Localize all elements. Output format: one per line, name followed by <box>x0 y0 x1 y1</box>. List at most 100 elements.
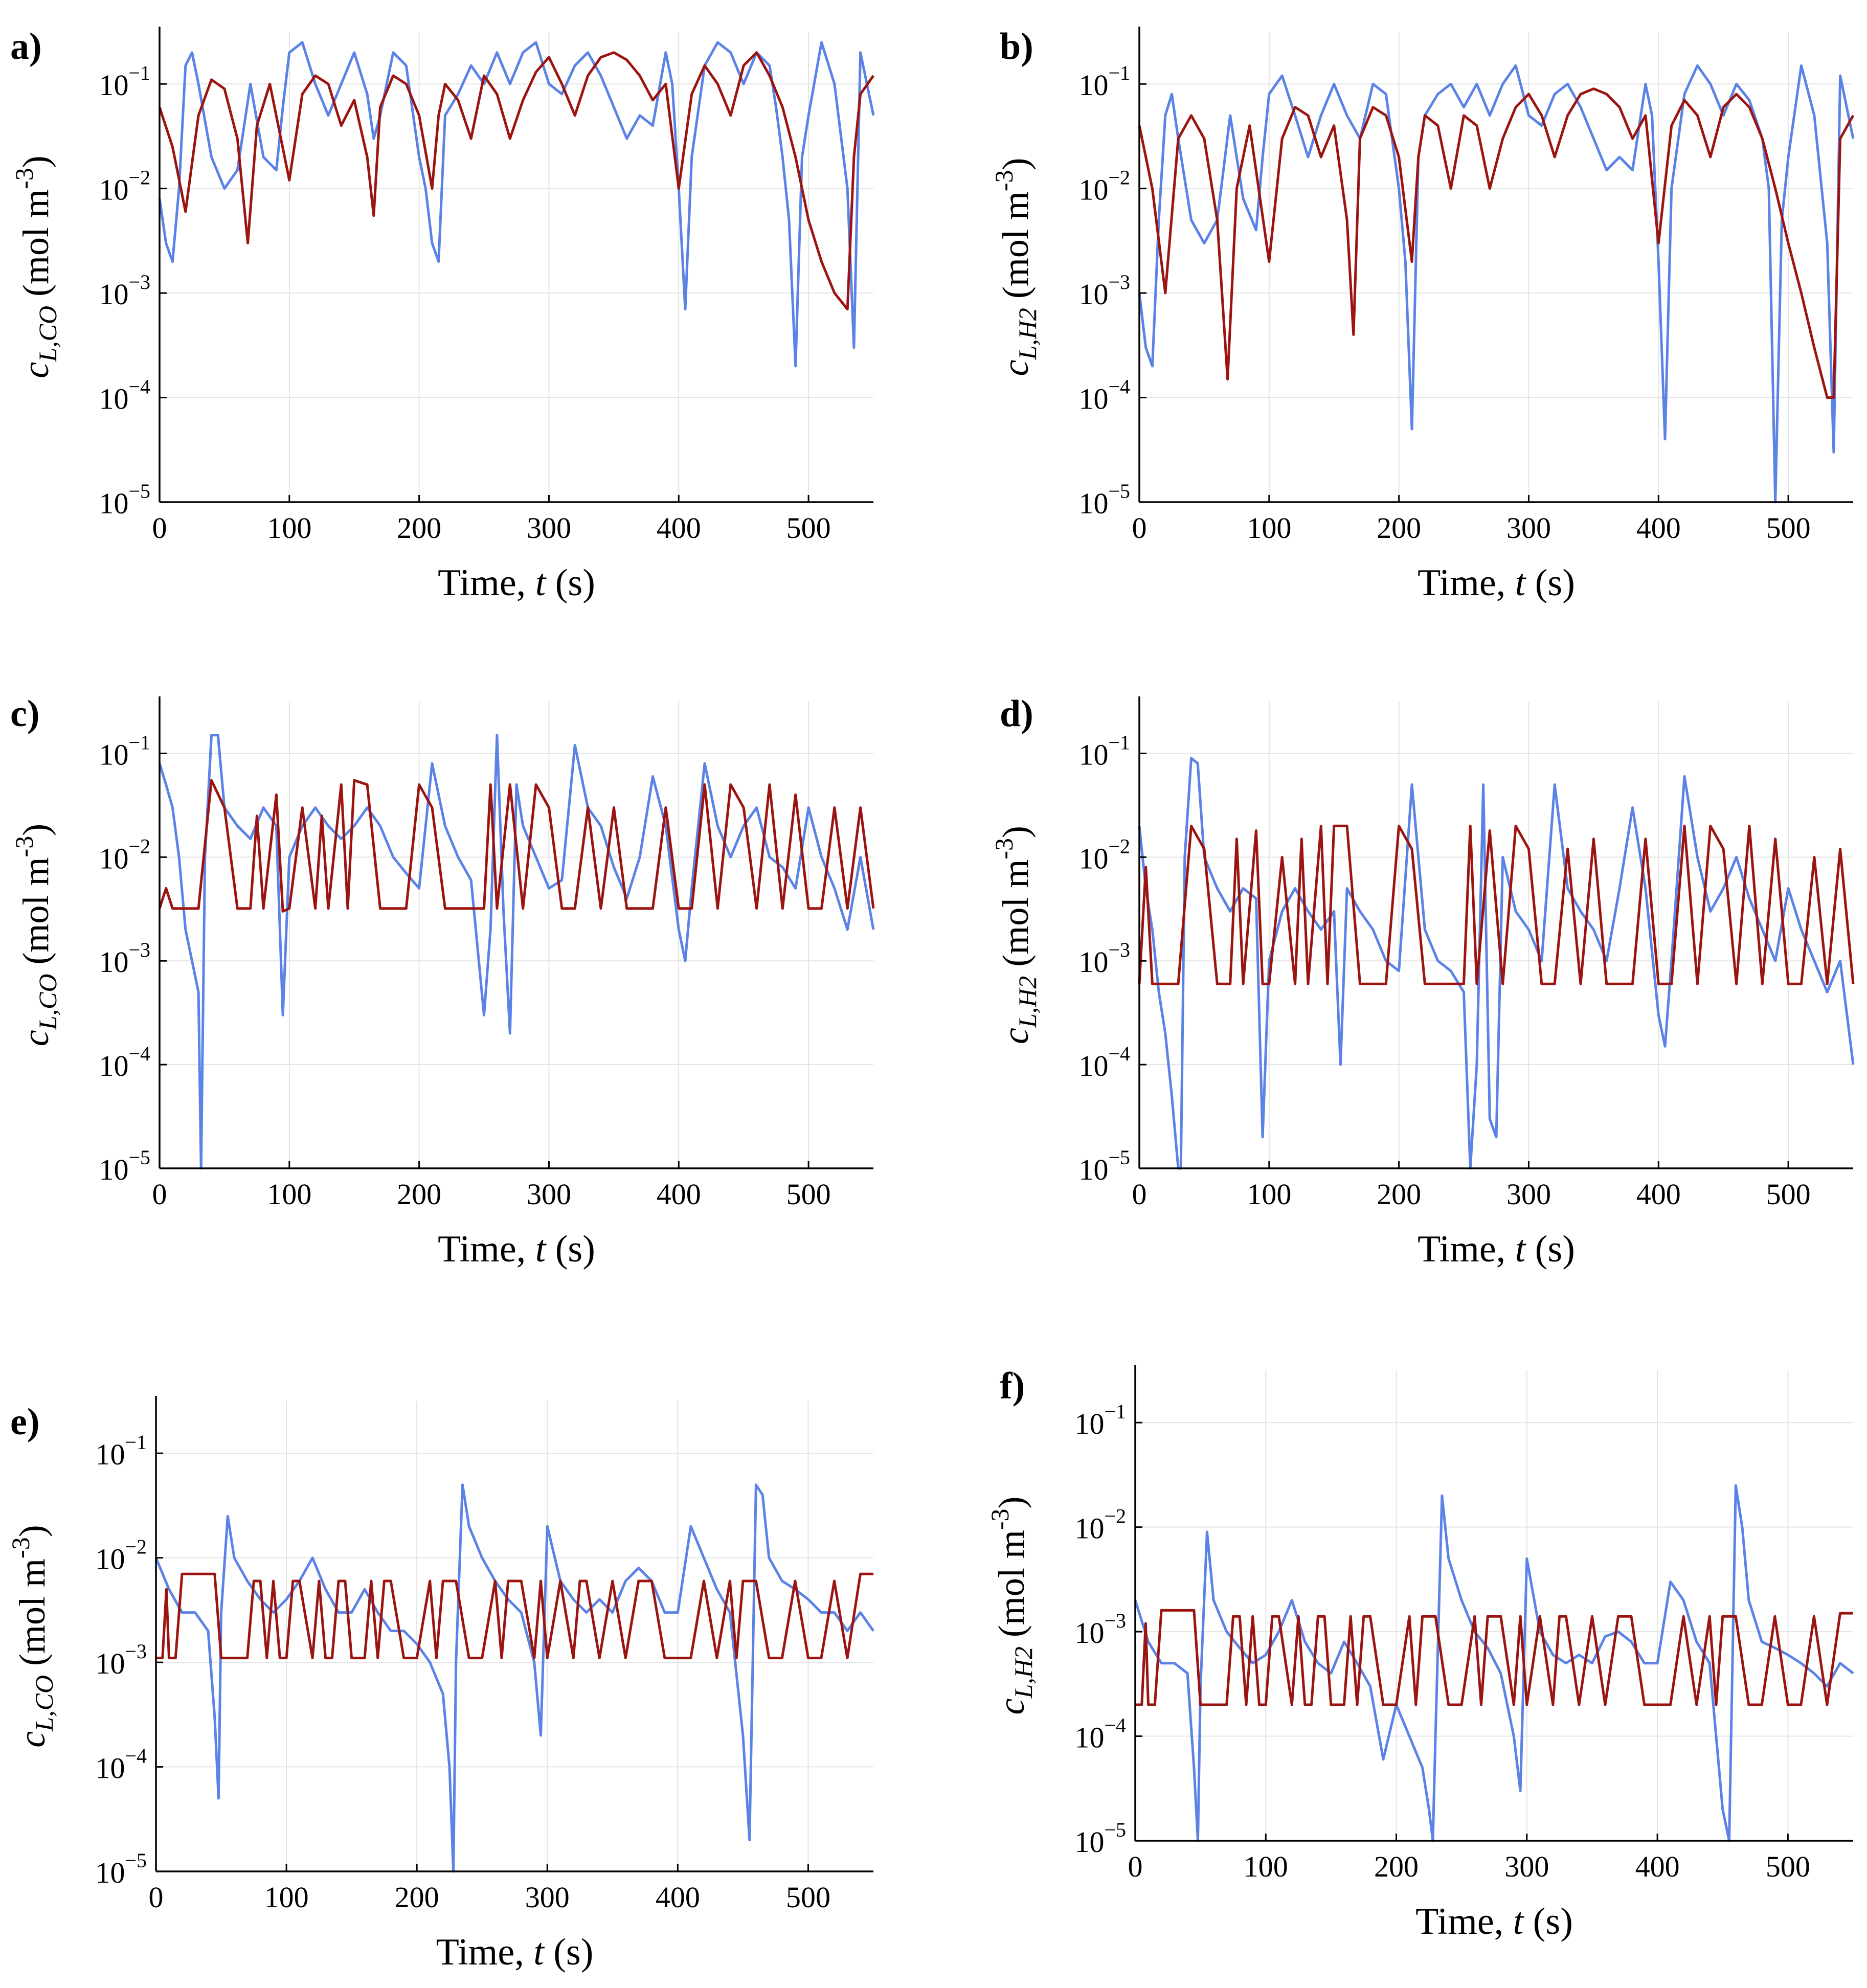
panel-c: 0 100 200 300 400 500 10−5 10−4 10−3 10−2 10−1 Time… <box>10 693 875 1270</box>
x-axis-title: Time, t (s) <box>438 562 595 604</box>
x-tick-label: 200 <box>1377 511 1421 545</box>
x-axis-title: Time, t (s) <box>1415 1901 1573 1942</box>
x-tick-label: 100 <box>1244 1850 1288 1883</box>
y-tick-label: 10−4 <box>1074 1714 1126 1754</box>
x-tick-label: 300 <box>527 1178 571 1211</box>
panel-e: 0 100 200 300 400 500 10−5 10−4 10−3 10−2 10−1 Time… <box>6 1396 875 1973</box>
y-tick-label: 10−5 <box>1078 480 1130 520</box>
y-tick-label: 10−1 <box>95 1431 147 1471</box>
y-tick-label: 10−1 <box>99 731 150 771</box>
y-axis-title: cL,H2 (mol m-3) <box>989 826 1042 1044</box>
panel-label: b) <box>1000 26 1033 67</box>
panel-b: 0 100 200 300 400 500 10−5 10−4 10−3 10−2 10−1 Time… <box>989 26 1855 604</box>
y-tick-label: 10−2 <box>1074 1505 1126 1545</box>
y-tick-label: 10−4 <box>99 375 150 416</box>
x-tick-label: 300 <box>1504 1850 1549 1883</box>
y-tick-label: 10−4 <box>99 1042 150 1082</box>
measured-series-line <box>1138 64 1855 504</box>
y-axis-title: cL,CO (mol m-3) <box>6 1525 58 1747</box>
measured-series-line <box>154 1483 875 1873</box>
y-tick-label: 10−1 <box>99 61 150 102</box>
y-tick-label: 10−5 <box>1078 1146 1130 1186</box>
y-tick-label: 10−1 <box>1078 61 1130 102</box>
y-axis-title: cL,H2 (mol m-3) <box>989 157 1042 376</box>
y-tick-label: 10−5 <box>99 480 150 520</box>
y-tick-label: 10−1 <box>1074 1400 1126 1440</box>
x-tick-label: 0 <box>152 1178 167 1211</box>
measured-series-line <box>158 41 875 368</box>
x-tick-label: 300 <box>527 511 571 545</box>
x-tick-label: 400 <box>1636 511 1681 545</box>
x-tick-label: 300 <box>1506 511 1551 545</box>
x-tick-label: 300 <box>1506 1178 1551 1211</box>
x-tick-label: 400 <box>656 1881 700 1914</box>
x-tick-label: 400 <box>657 511 701 545</box>
y-tick-label: 10−3 <box>1078 938 1130 979</box>
y-tick-label: 10−5 <box>95 1849 147 1889</box>
y-axis-title: cL,CO (mol m-3) <box>10 155 62 378</box>
y-tick-label: 10−2 <box>1078 166 1130 207</box>
panel-d: 0 100 200 300 400 500 10−5 10−4 10−3 10−2 10−1 Time… <box>989 693 1855 1270</box>
model-series-line <box>158 51 875 311</box>
panel-label: c) <box>10 693 40 735</box>
x-tick-label: 200 <box>1374 1850 1419 1883</box>
x-tick-label: 300 <box>525 1881 570 1914</box>
x-tick-label: 200 <box>397 511 441 545</box>
y-tick-label: 10−3 <box>99 938 150 979</box>
measured-series-line <box>1138 757 1855 1170</box>
x-tick-label: 500 <box>786 511 831 545</box>
x-tick-label: 400 <box>1636 1178 1681 1211</box>
x-tick-label: 100 <box>267 511 311 545</box>
y-tick-label: 10−3 <box>99 270 150 311</box>
y-tick-label: 10−4 <box>1078 1042 1130 1082</box>
x-tick-label: 500 <box>1766 511 1811 545</box>
x-tick-label: 0 <box>1132 511 1147 545</box>
panel-label: a) <box>10 26 42 67</box>
model-series-line <box>156 1572 873 1660</box>
x-tick-label: 500 <box>786 1178 831 1211</box>
panel-a: 0 100 200 300 400 500 10−5 10−4 10−3 10−2 10−1 Time… <box>10 26 875 604</box>
x-tick-label: 0 <box>149 1881 164 1914</box>
x-tick-label: 500 <box>786 1881 830 1914</box>
x-tick-label: 200 <box>1377 1178 1421 1211</box>
x-axis-title: Time, t (s) <box>1418 562 1575 604</box>
x-tick-label: 100 <box>1247 511 1291 545</box>
x-tick-label: 0 <box>1128 1850 1143 1883</box>
x-tick-label: 200 <box>395 1881 439 1914</box>
y-tick-label: 10−3 <box>1074 1609 1126 1650</box>
y-tick-label: 10−4 <box>95 1745 147 1785</box>
panel-label: d) <box>1000 693 1033 735</box>
x-tick-label: 500 <box>1766 1178 1811 1211</box>
y-tick-label: 10−4 <box>1078 375 1130 416</box>
x-tick-label: 100 <box>267 1178 311 1211</box>
x-axis-title: Time, t (s) <box>436 1931 594 1973</box>
model-series-line <box>1138 87 1855 399</box>
panel-label: e) <box>10 1401 40 1443</box>
y-tick-label: 10−5 <box>99 1146 150 1186</box>
x-axis-title: Time, t (s) <box>438 1228 595 1270</box>
y-tick-label: 10−2 <box>95 1535 147 1576</box>
x-tick-label: 400 <box>657 1178 701 1211</box>
y-axis-title: cL,CO (mol m-3) <box>10 824 62 1046</box>
y-tick-label: 10−2 <box>99 166 150 207</box>
x-tick-label: 100 <box>1247 1178 1291 1211</box>
x-tick-label: 100 <box>264 1881 309 1914</box>
x-tick-label: 0 <box>152 511 167 545</box>
y-tick-label: 10−2 <box>99 834 150 875</box>
y-tick-label: 10−5 <box>1074 1818 1126 1859</box>
y-tick-label: 10−2 <box>1078 834 1130 875</box>
x-tick-label: 500 <box>1766 1850 1810 1883</box>
panel-label: f) <box>1000 1365 1025 1407</box>
model-series-line <box>158 779 875 913</box>
x-tick-label: 0 <box>1132 1178 1147 1211</box>
measured-series-line <box>158 734 875 1170</box>
panel-f: 0 100 200 300 400 500 10−5 10−4 10−3 10−2 10−1 Time… <box>985 1365 1854 1942</box>
x-tick-label: 200 <box>397 1178 441 1211</box>
y-tick-label: 10−3 <box>95 1640 147 1680</box>
model-series-line <box>1135 1609 1853 1706</box>
x-axis-title: Time, t (s) <box>1418 1228 1575 1270</box>
y-axis-title: cL,H2 (mol m-3) <box>985 1496 1038 1714</box>
y-tick-label: 10−1 <box>1078 731 1130 771</box>
x-tick-label: 400 <box>1635 1850 1680 1883</box>
